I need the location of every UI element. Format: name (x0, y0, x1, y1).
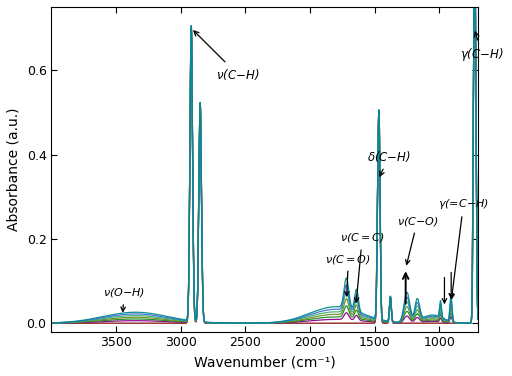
Text: $\nu$(C$=$O): $\nu$(C$=$O) (326, 253, 371, 296)
Text: $\nu$(C$-$O): $\nu$(C$-$O) (397, 215, 438, 264)
Text: $\nu$(O$-$H): $\nu$(O$-$H) (103, 286, 145, 311)
Text: $\delta$(C$-$H): $\delta$(C$-$H) (367, 149, 411, 176)
Text: $\gamma$(C$-$H): $\gamma$(C$-$H) (460, 32, 504, 62)
Text: $\nu$(C$=$C): $\nu$(C$=$C) (340, 232, 385, 302)
Text: $\nu$(C$-$H): $\nu$(C$-$H) (194, 31, 259, 82)
X-axis label: Wavenumber (cm⁻¹): Wavenumber (cm⁻¹) (194, 355, 335, 369)
Text: $\gamma$(=C$-$H): $\gamma$(=C$-$H) (438, 197, 489, 299)
Y-axis label: Absorbance (a.u.): Absorbance (a.u.) (7, 108, 21, 231)
